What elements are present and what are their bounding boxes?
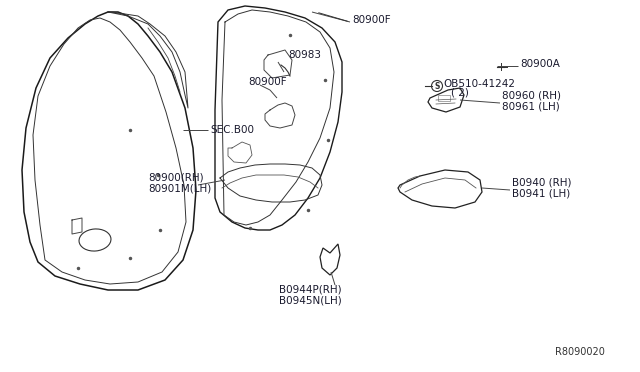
Text: 80900(RH)
80901M(LH): 80900(RH) 80901M(LH) [148,172,211,194]
Text: 80960 (RH)
80961 (LH): 80960 (RH) 80961 (LH) [502,90,561,112]
Text: R8090020: R8090020 [555,347,605,357]
Text: OB510-41242: OB510-41242 [443,79,515,89]
Text: S: S [435,81,440,90]
Text: B0944P(RH)
B0945N(LH): B0944P(RH) B0945N(LH) [278,284,341,306]
Text: 80983: 80983 [288,50,321,60]
Text: SEC.B00: SEC.B00 [210,125,254,135]
Text: ( 2): ( 2) [451,87,469,97]
Bar [438,95,450,101]
Text: 80900A: 80900A [520,59,560,69]
Text: 80900F: 80900F [248,77,287,87]
Text: 80900F: 80900F [352,15,390,25]
Text: B0940 (RH)
B0941 (LH): B0940 (RH) B0941 (LH) [512,177,572,199]
